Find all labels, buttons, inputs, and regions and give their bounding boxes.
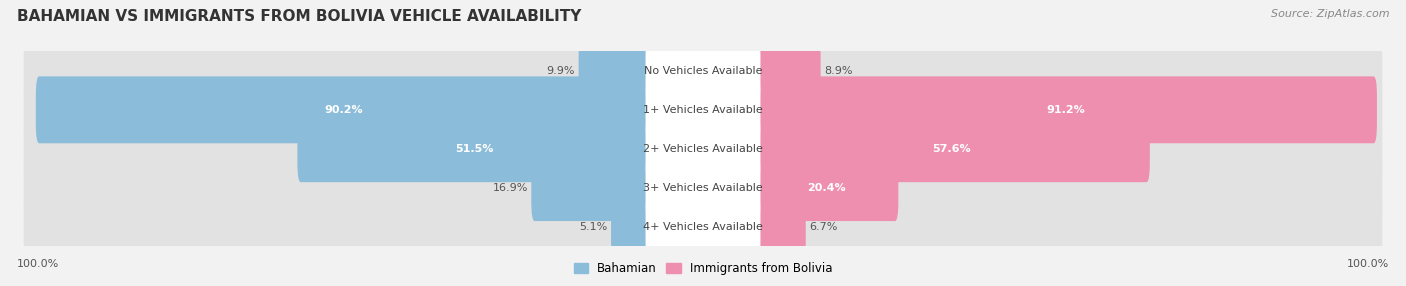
Text: 1+ Vehicles Available: 1+ Vehicles Available [643,105,763,115]
FancyBboxPatch shape [645,154,761,221]
FancyBboxPatch shape [298,115,652,182]
Text: 91.2%: 91.2% [1046,105,1084,115]
FancyBboxPatch shape [645,193,761,260]
FancyBboxPatch shape [579,37,652,104]
Text: 100.0%: 100.0% [1347,259,1389,269]
Text: Source: ZipAtlas.com: Source: ZipAtlas.com [1271,9,1389,19]
FancyBboxPatch shape [754,76,1376,143]
Text: 9.9%: 9.9% [547,66,575,76]
FancyBboxPatch shape [645,37,761,104]
Legend: Bahamian, Immigrants from Bolivia: Bahamian, Immigrants from Bolivia [569,258,837,280]
Text: 8.9%: 8.9% [824,66,852,76]
FancyBboxPatch shape [531,154,652,221]
FancyBboxPatch shape [754,37,821,104]
Text: 3+ Vehicles Available: 3+ Vehicles Available [643,183,763,192]
Text: 4+ Vehicles Available: 4+ Vehicles Available [643,222,763,231]
Text: 100.0%: 100.0% [17,259,59,269]
FancyBboxPatch shape [645,115,761,182]
FancyBboxPatch shape [24,193,1382,260]
Text: BAHAMIAN VS IMMIGRANTS FROM BOLIVIA VEHICLE AVAILABILITY: BAHAMIAN VS IMMIGRANTS FROM BOLIVIA VEHI… [17,9,581,23]
FancyBboxPatch shape [754,193,806,260]
Text: 6.7%: 6.7% [808,222,838,231]
FancyBboxPatch shape [24,76,1382,143]
Text: 5.1%: 5.1% [579,222,607,231]
FancyBboxPatch shape [612,193,652,260]
FancyBboxPatch shape [754,154,898,221]
Text: 90.2%: 90.2% [325,105,363,115]
Text: 57.6%: 57.6% [932,144,972,154]
FancyBboxPatch shape [24,154,1382,221]
Text: 51.5%: 51.5% [456,144,494,154]
FancyBboxPatch shape [754,115,1150,182]
FancyBboxPatch shape [24,115,1382,182]
FancyBboxPatch shape [24,37,1382,104]
FancyBboxPatch shape [35,76,652,143]
Text: 16.9%: 16.9% [492,183,527,192]
FancyBboxPatch shape [645,76,761,143]
Text: 20.4%: 20.4% [807,183,845,192]
Text: 2+ Vehicles Available: 2+ Vehicles Available [643,144,763,154]
Text: No Vehicles Available: No Vehicles Available [644,66,762,76]
